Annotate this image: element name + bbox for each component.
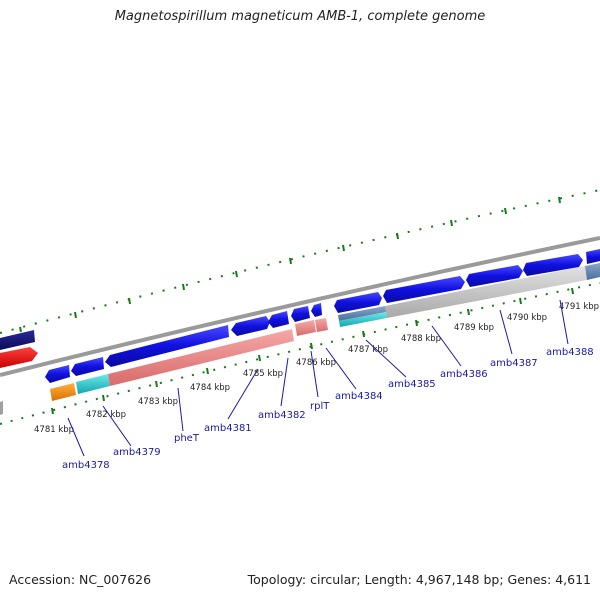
- gene-labels: amb4378 amb4379 pheT amb4381 amb4382 rpl…: [62, 347, 594, 471]
- tick-label: 4784 kbp: [190, 383, 230, 393]
- tick-label: 4788 kbp: [401, 334, 441, 344]
- gene-label-amb4379[interactable]: amb4379: [113, 447, 161, 458]
- gene-label-amb4387[interactable]: amb4387: [490, 358, 538, 369]
- inner-tick-ring: [0, 282, 600, 425]
- gene-label-amb4388[interactable]: amb4388: [546, 347, 594, 358]
- gene-label-amb4382[interactable]: amb4382: [258, 410, 306, 421]
- gene-label-rplt[interactable]: rplT: [310, 401, 330, 412]
- tick-label: 4787 kbp: [348, 345, 388, 355]
- inner-major-ticks: [51, 287, 574, 415]
- genome-summary-text: Topology: circular; Length: 4,967,148 bp…: [247, 572, 591, 587]
- tick-label: 4781 kbp: [34, 425, 74, 435]
- tick-label: 4782 kbp: [86, 410, 126, 420]
- map-title: Magnetospirillum magneticum AMB-1, compl…: [114, 9, 486, 24]
- outer-major-ticks: [19, 196, 561, 333]
- tick-label: 4786 kbp: [296, 358, 336, 368]
- tick-label: 4791 kbp: [559, 302, 599, 312]
- accession-text: Accession: NC_007626: [9, 572, 152, 587]
- tick-label: 4783 kbp: [138, 397, 178, 407]
- forward-strand: [0, 249, 600, 383]
- reverse-strand: [0, 263, 600, 415]
- gene-label-amb4384[interactable]: amb4384: [335, 391, 383, 402]
- gene-label-amb4386[interactable]: amb4386: [440, 369, 488, 380]
- gene-label-amb4385[interactable]: amb4385: [388, 379, 436, 390]
- genome-backbone: [0, 236, 600, 377]
- kbp-labels: 4781 kbp 4782 kbp 4783 kbp 4784 kbp 4785…: [34, 302, 599, 435]
- gene-label-phet[interactable]: pheT: [174, 433, 200, 444]
- tick-label: 4789 kbp: [454, 323, 494, 333]
- gene-label-amb4378[interactable]: amb4378: [62, 460, 110, 471]
- tick-label: 4785 kbp: [243, 369, 283, 379]
- tick-label: 4790 kbp: [507, 313, 547, 323]
- gene-label-amb4381[interactable]: amb4381: [204, 423, 252, 434]
- gene-leaders: [67, 299, 569, 457]
